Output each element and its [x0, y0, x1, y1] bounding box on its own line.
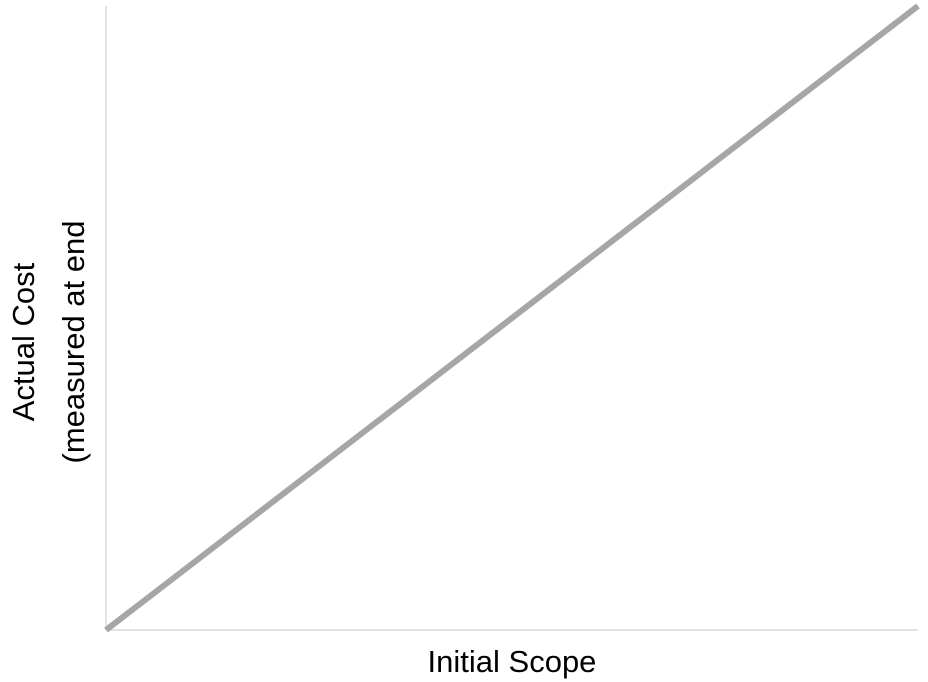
y-axis-title-line-1: Actual Cost	[6, 262, 41, 421]
series-group	[104, 3, 920, 633]
y-axis-title: Actual Cost (measured at end	[6, 221, 91, 464]
y-axis-title-line-2: (measured at end	[56, 221, 91, 464]
x-axis-title: Initial Scope	[428, 644, 597, 679]
plot-area	[104, 3, 920, 633]
series-line-1	[104, 3, 920, 633]
